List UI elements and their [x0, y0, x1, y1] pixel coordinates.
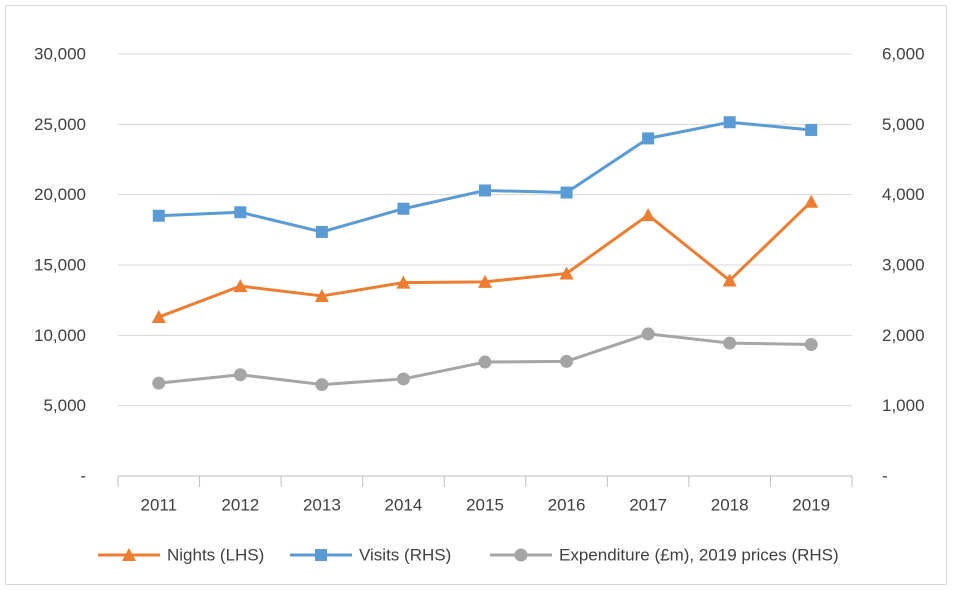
- y-tick-label: 15,000: [34, 256, 86, 275]
- y-tick-label: 25,000: [34, 115, 86, 134]
- data-point: [315, 225, 328, 238]
- y2-tick-label: -: [882, 467, 888, 486]
- data-point: [723, 336, 737, 350]
- data-point: [805, 123, 818, 136]
- data-point: [804, 337, 818, 351]
- data-point: [641, 327, 655, 341]
- y-tick-label: 20,000: [34, 185, 86, 204]
- chart-frame: [5, 5, 947, 585]
- data-point: [315, 378, 329, 392]
- data-point: [642, 132, 655, 145]
- legend-marker: [315, 549, 327, 561]
- data-point: [396, 372, 410, 386]
- data-point: [151, 310, 166, 324]
- data-point: [152, 209, 165, 222]
- x-tick-label: 2011: [140, 496, 177, 515]
- data-point: [478, 355, 492, 369]
- data-point: [479, 184, 491, 197]
- x-tick-label: 2013: [303, 496, 341, 515]
- data-point: [152, 376, 166, 390]
- x-tick-label: 2012: [221, 496, 259, 515]
- data-point: [397, 202, 410, 215]
- data-point: [396, 275, 411, 289]
- data-point: [641, 208, 656, 222]
- data-point: [478, 274, 492, 288]
- legend-label: Expenditure (£m), 2019 prices (RHS): [559, 546, 839, 565]
- y2-tick-label: 5,000: [882, 115, 925, 134]
- data-point: [314, 288, 329, 302]
- data-point: [233, 368, 247, 382]
- x-tick-label: 2014: [385, 496, 423, 515]
- legend-label: Visits (RHS): [359, 546, 451, 565]
- x-tick-label: 2018: [711, 496, 749, 515]
- legend-marker: [122, 548, 136, 561]
- data-point: [723, 116, 736, 129]
- x-tick-label: 2015: [466, 496, 504, 515]
- data-point: [560, 354, 574, 368]
- y-tick-label: 30,000: [34, 45, 86, 64]
- x-tick-label: 2016: [548, 496, 586, 515]
- data-point: [722, 273, 737, 287]
- y2-tick-label: 2,000: [882, 326, 925, 345]
- x-tick-label: 2017: [629, 496, 667, 515]
- data-point: [559, 266, 574, 280]
- y2-tick-label: 3,000: [882, 256, 925, 275]
- data-point: [233, 279, 248, 293]
- data-point: [234, 206, 247, 219]
- y2-tick-label: 1,000: [882, 396, 925, 415]
- legend-marker: [514, 548, 528, 562]
- y-tick-label: -: [80, 467, 86, 486]
- y-tick-label: 10,000: [34, 326, 86, 345]
- data-point: [560, 186, 573, 199]
- x-tick-label: 2019: [792, 496, 830, 515]
- y2-tick-label: 4,000: [882, 185, 925, 204]
- data-point: [804, 194, 819, 208]
- y2-tick-label: 6,000: [882, 45, 925, 64]
- legend-label: Nights (LHS): [167, 546, 264, 565]
- y-tick-label: 5,000: [43, 396, 86, 415]
